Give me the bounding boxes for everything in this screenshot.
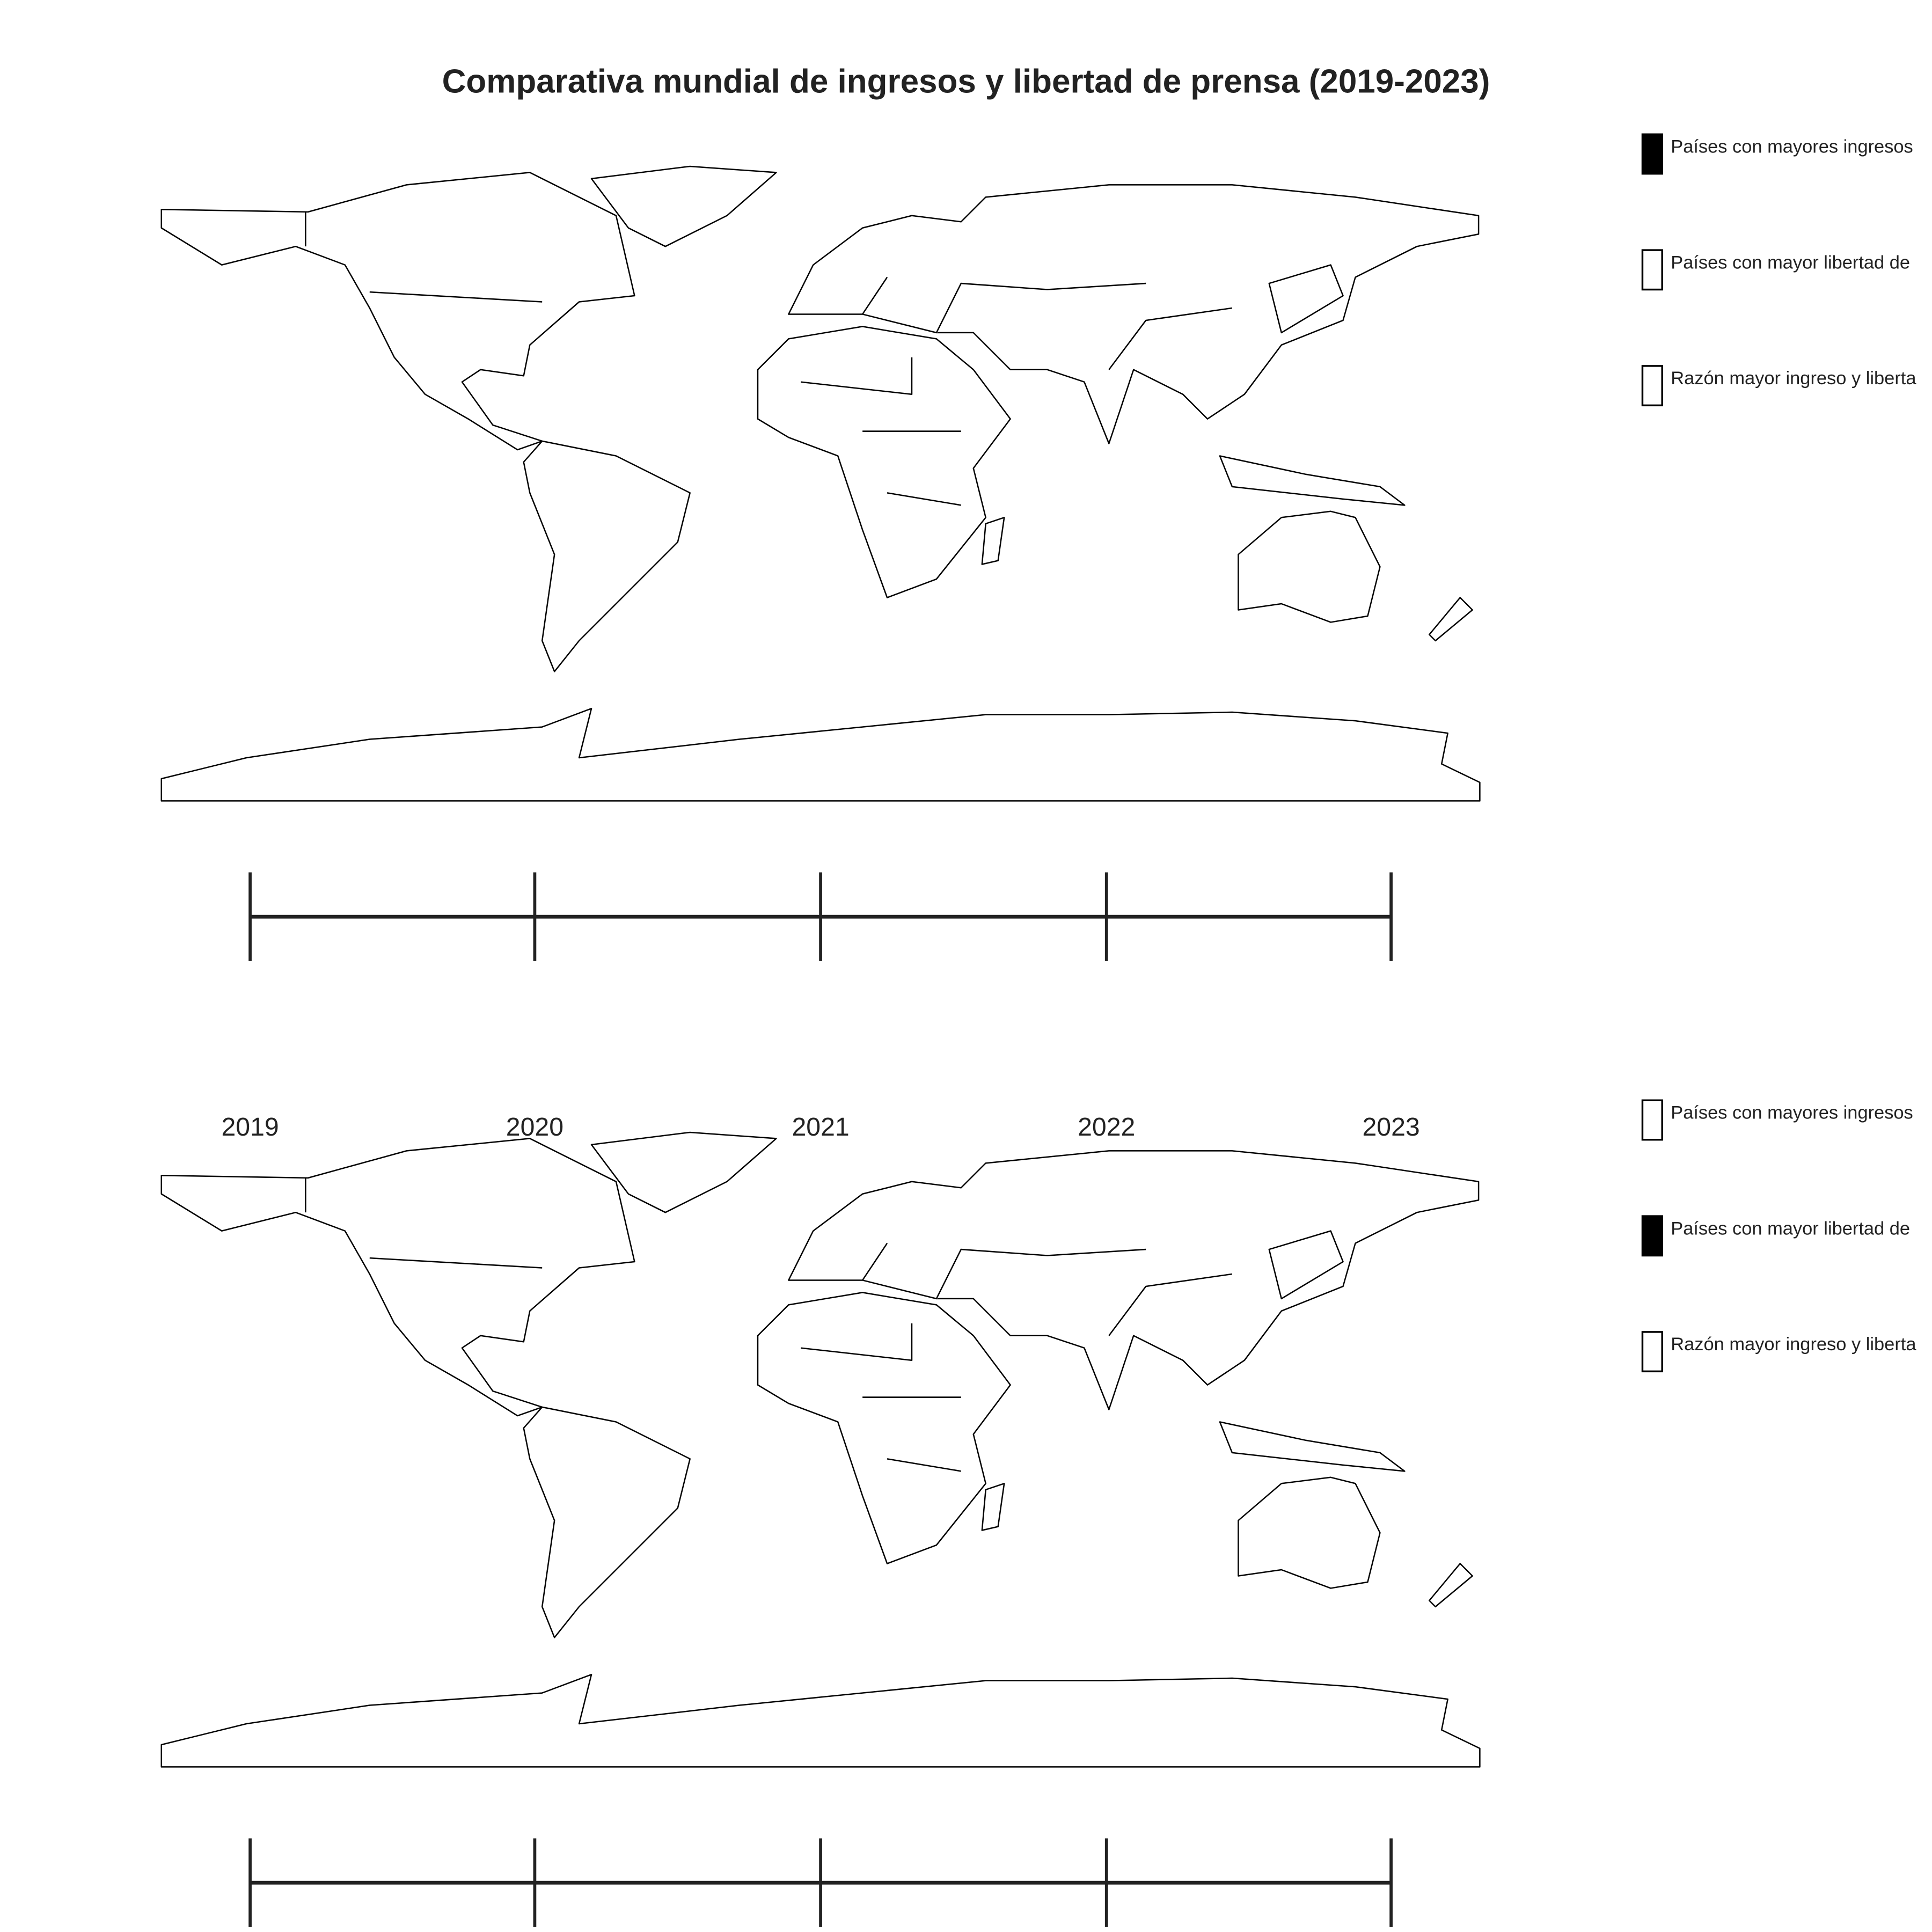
legend-swatch xyxy=(1641,1215,1663,1257)
year-label: 2021 xyxy=(792,1113,849,1141)
legend-label: Países con mayores ingresos xyxy=(1671,1103,1913,1123)
legend-label: Países con mayor libertad de xyxy=(1671,1218,1910,1239)
legend-swatch xyxy=(1641,133,1663,175)
legend-swatch xyxy=(1641,365,1663,407)
legend-swatch xyxy=(1641,1331,1663,1373)
legend-swatch xyxy=(1641,249,1663,291)
legend-swatch xyxy=(1641,1099,1663,1141)
year-label: 2020 xyxy=(506,1113,564,1141)
year-label: 2022 xyxy=(1078,1113,1135,1141)
legend-label: Razón mayor ingreso y liberta xyxy=(1671,368,1916,389)
legend-label: Razón mayor ingreso y liberta xyxy=(1671,1334,1916,1355)
year-label: 2019 xyxy=(221,1113,279,1141)
legend-label: Países con mayores ingresos xyxy=(1671,137,1913,157)
legend-label: Países con mayor libertad de xyxy=(1671,252,1910,273)
title: Comparativa mundial de ingresos y libert… xyxy=(442,63,1490,100)
year-label: 2023 xyxy=(1362,1113,1419,1141)
